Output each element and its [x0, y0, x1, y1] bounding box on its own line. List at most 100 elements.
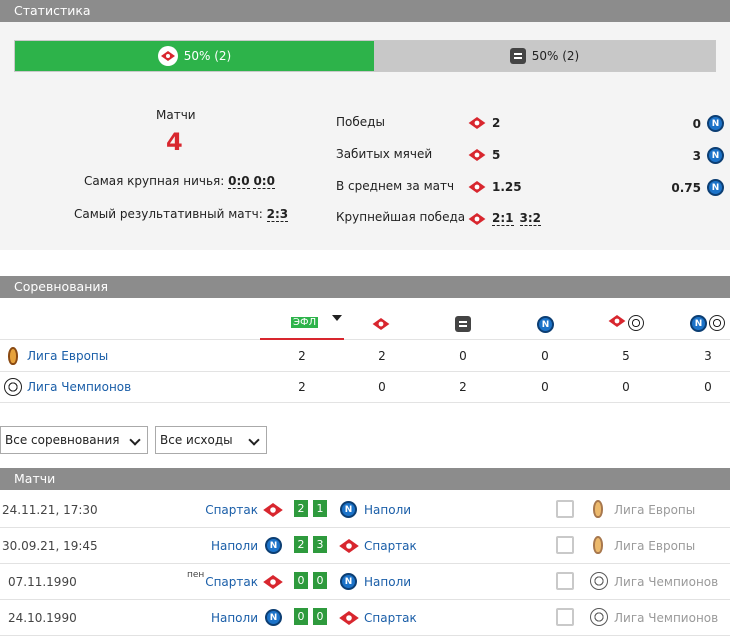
ball-icon	[628, 315, 644, 331]
match-away-score[interactable]: 0	[313, 608, 327, 625]
compare-home-biggest: 2:1 3:2	[468, 211, 541, 226]
compare-away-avg: 0.75 N	[671, 179, 724, 196]
match-row[interactable]: 24.10.1990 Наполи N 0 0 Спартак Лига Чемпионов	[0, 600, 730, 636]
comp-cell: 2	[298, 380, 306, 394]
match-row[interactable]: 24.11.21, 17:30 Спартак 2 1 N Наполи Лига Евро…	[0, 492, 730, 528]
comp-row-champions: Лига Чемпионов 2 0 2 0 0 0	[0, 372, 730, 403]
compare-home-goals: 5	[468, 148, 500, 162]
ball-icon	[709, 315, 725, 331]
spartak-logo-icon	[468, 212, 486, 225]
win-share-right: 50% (2)	[374, 41, 715, 71]
match-home-team[interactable]: Наполи	[210, 539, 258, 553]
compare-label-biggest: Крупнейшая победа	[336, 210, 466, 224]
match-away-team[interactable]: Спартак	[364, 611, 417, 625]
compare-label-wins: Победы	[336, 115, 385, 129]
biggest-draw-2[interactable]: 0:0	[253, 174, 275, 189]
outcome-filter-value: Все исходы	[160, 433, 233, 447]
comp-cell: 0	[622, 380, 630, 394]
match-competition[interactable]: Лига Чемпионов	[614, 575, 719, 589]
comp-cell: 0	[378, 380, 386, 394]
compare-away-avg-value: 0.75	[671, 180, 701, 195]
match-competition[interactable]: Лига Европы	[614, 503, 696, 517]
win-share-left-text: 50% (2)	[183, 49, 232, 63]
stats-header: Статистика	[0, 0, 730, 22]
spartak-goals-header[interactable]	[608, 315, 644, 331]
external-link-icon[interactable]	[556, 608, 574, 626]
penalty-note: пен	[187, 570, 205, 580]
spartak-logo-icon	[157, 46, 178, 66]
spartak-logo-icon	[339, 611, 359, 628]
competitions-header-title: Соревнования	[14, 279, 109, 294]
comp-name-champions[interactable]: Лига Чемпионов	[27, 380, 132, 394]
biggest-draw-label: Самая крупная ничья:	[84, 174, 225, 188]
match-home-team[interactable]: Наполи	[210, 611, 258, 625]
match-home-score[interactable]: 2	[294, 500, 308, 517]
spartak-logo-icon	[263, 575, 283, 592]
compare-home-wins: 2	[468, 116, 500, 130]
match-away-score[interactable]: 0	[313, 572, 327, 589]
europa-league-icon	[593, 536, 603, 554]
europa-league-icon	[593, 500, 603, 518]
napoli-logo-icon: N	[265, 537, 282, 554]
match-competition[interactable]: Лига Европы	[614, 539, 696, 553]
match-home-score[interactable]: 0	[294, 572, 308, 589]
comp-cell: 0	[541, 349, 549, 363]
matches-header-title: Матчи	[14, 471, 56, 486]
comp-cell: 2	[298, 349, 306, 363]
match-row[interactable]: 07.11.1990 пен Спартак 0 0 N Наполи Лига Чемпио…	[0, 564, 730, 600]
napoli-logo-icon: N	[690, 315, 707, 332]
draw-icon	[509, 48, 526, 64]
stats-header-title: Статистика	[14, 3, 91, 18]
comp-name-europa[interactable]: Лига Европы	[27, 349, 109, 363]
spartak-logo-icon	[468, 117, 486, 129]
most-goals-value[interactable]: 2:3	[266, 207, 289, 222]
win-share-right-text: 50% (2)	[531, 49, 580, 63]
napoli-goals-header[interactable]: N	[690, 315, 725, 332]
comp-row-europa: Лига Европы 2 2 0 0 5 3	[0, 341, 730, 372]
comp-cell: 0	[704, 380, 712, 394]
win-share-bar: 50% (2) 50% (2)	[14, 40, 716, 72]
spartak-logo-icon	[339, 539, 359, 556]
matches-header: Матчи	[0, 468, 730, 490]
match-row[interactable]: 30.09.21, 19:45 Наполи N 2 3 Спартак Лига Евро…	[0, 528, 730, 564]
external-link-icon[interactable]	[556, 500, 574, 518]
match-home-team[interactable]: Спартак	[205, 575, 258, 589]
external-link-icon[interactable]	[556, 572, 574, 590]
match-away-team[interactable]: Спартак	[364, 539, 417, 553]
match-date: 24.11.21, 17:30	[2, 503, 98, 517]
compare-home-wins-value: 2	[492, 116, 501, 130]
match-home-score[interactable]: 2	[294, 536, 308, 553]
match-date: 24.10.1990	[8, 611, 77, 625]
biggest-draw-1[interactable]: 0:0	[228, 174, 250, 189]
comp-cell: 2	[459, 380, 467, 394]
external-link-icon[interactable]	[556, 536, 574, 554]
comp-cell: 0	[541, 380, 549, 394]
competition-filter-select[interactable]: Все соревнования	[0, 426, 148, 454]
outcome-filter-select[interactable]: Все исходы	[155, 426, 267, 454]
match-competition[interactable]: Лига Чемпионов	[614, 611, 719, 625]
napoli-logo-icon: N	[707, 147, 724, 164]
comp-cell: 0	[459, 349, 467, 363]
compare-label-avg: В среднем за матч	[336, 179, 455, 193]
most-goals-label: Самый результативный матч:	[74, 207, 263, 221]
spartak-logo-icon[interactable]	[372, 318, 390, 330]
spartak-logo-icon	[468, 149, 486, 161]
pitch-icon: ЭФЛ	[291, 317, 319, 328]
compare-away-wins: 0 N	[693, 115, 724, 132]
napoli-logo-icon[interactable]: N	[537, 316, 554, 333]
draw-icon[interactable]	[455, 316, 471, 332]
match-away-team[interactable]: Наполи	[364, 503, 412, 517]
compare-biggest-b[interactable]: 3:2	[519, 211, 541, 226]
compare-biggest-a[interactable]: 2:1	[492, 211, 514, 226]
competition-filter-value: Все соревнования	[5, 433, 120, 447]
comp-cell: 2	[378, 349, 386, 363]
sort-column-active[interactable]: ЭФЛ	[260, 298, 344, 340]
match-home-score[interactable]: 0	[294, 608, 308, 625]
match-away-score[interactable]: 3	[313, 536, 327, 553]
compare-label-goals: Забитых мячей	[336, 147, 433, 161]
match-away-score[interactable]: 1	[313, 500, 327, 517]
match-away-team[interactable]: Наполи	[364, 575, 412, 589]
biggest-draw: Самая крупная ничья: 0:0 0:0	[84, 174, 275, 189]
napoli-logo-icon: N	[707, 115, 724, 132]
match-home-team[interactable]: Спартак	[205, 503, 258, 517]
